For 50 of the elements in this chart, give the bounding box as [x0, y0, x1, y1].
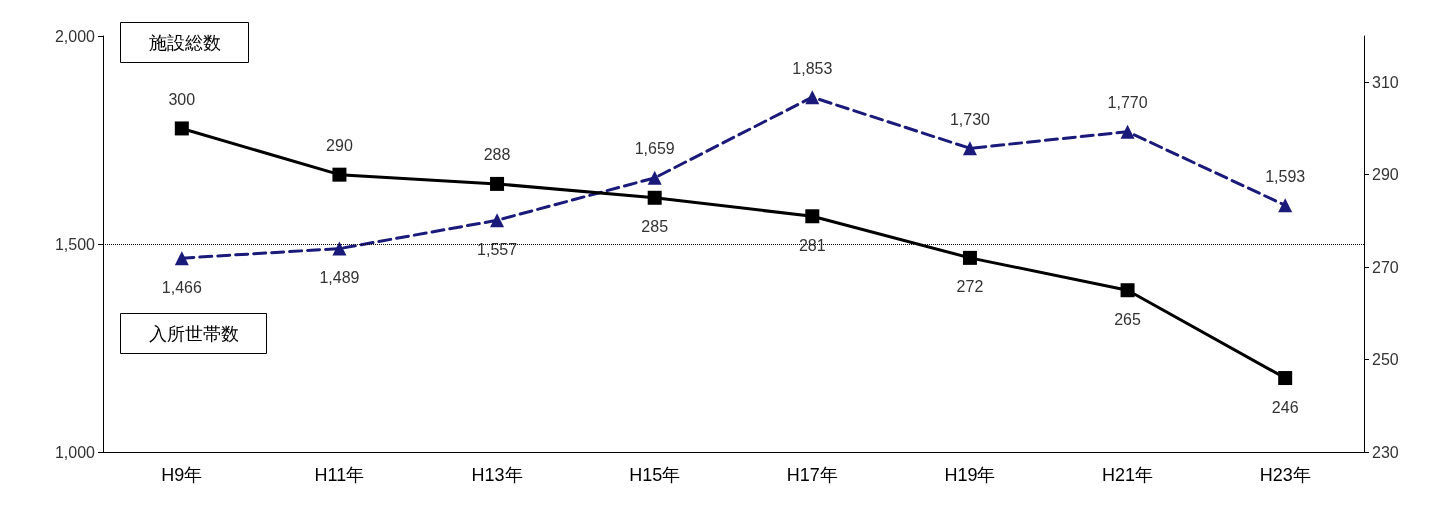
- data-label: 288: [483, 146, 511, 164]
- point: [490, 213, 505, 228]
- x-tick-label: H15年: [629, 465, 681, 485]
- annotation: 施設総数: [148, 32, 221, 53]
- point: [647, 190, 662, 205]
- x-tick-label: H17年: [786, 465, 838, 485]
- y-tick-label: 2,000: [54, 27, 96, 45]
- x-tick-label: H11年: [314, 465, 365, 485]
- point: [174, 121, 189, 136]
- data-label: 1,489: [319, 269, 360, 287]
- point: [332, 241, 347, 256]
- y2-tick-label: 230: [1372, 443, 1399, 461]
- point: [1278, 371, 1293, 386]
- y2-tick-label: 290: [1372, 166, 1399, 184]
- data-label: 1,593: [1265, 167, 1306, 185]
- point: [490, 176, 505, 191]
- data-label: 1,659: [634, 140, 675, 158]
- y2-tick-label: 310: [1372, 73, 1399, 91]
- y-tick-label: 1,000: [54, 443, 96, 461]
- point: [1120, 124, 1135, 139]
- point: [805, 209, 820, 224]
- data-label: 290: [326, 137, 353, 155]
- x-tick-label: H13年: [471, 465, 523, 485]
- data-label: 246: [1271, 398, 1299, 416]
- data-label: 300: [168, 90, 196, 108]
- point: [1278, 198, 1293, 213]
- data-label: 265: [1114, 310, 1142, 328]
- x-tick-label: H9年: [161, 465, 203, 485]
- data-label: 272: [956, 278, 984, 296]
- data-label: 1,730: [949, 110, 991, 128]
- y-tick-label: 1,500: [54, 235, 96, 253]
- data-label: 1,466: [161, 278, 202, 296]
- y2-tick-label: 250: [1372, 351, 1399, 369]
- y2-tick-label: 270: [1372, 258, 1399, 276]
- x-tick-label: H19年: [944, 465, 996, 485]
- data-label: 1,770: [1107, 94, 1148, 112]
- point: [1120, 283, 1135, 298]
- x-tick-label: H21年: [1102, 465, 1154, 485]
- point: [962, 141, 977, 156]
- point: [174, 251, 189, 266]
- point: [805, 90, 820, 105]
- data-label: 281: [798, 236, 826, 254]
- data-label: 1,853: [792, 59, 833, 77]
- point: [962, 250, 977, 265]
- data-label: 1,557: [477, 240, 518, 258]
- annotation: 入所世帯数: [148, 323, 239, 344]
- x-tick-label: H23年: [1259, 465, 1311, 485]
- data-label: 285: [641, 218, 669, 236]
- point: [647, 170, 662, 185]
- point: [332, 167, 347, 182]
